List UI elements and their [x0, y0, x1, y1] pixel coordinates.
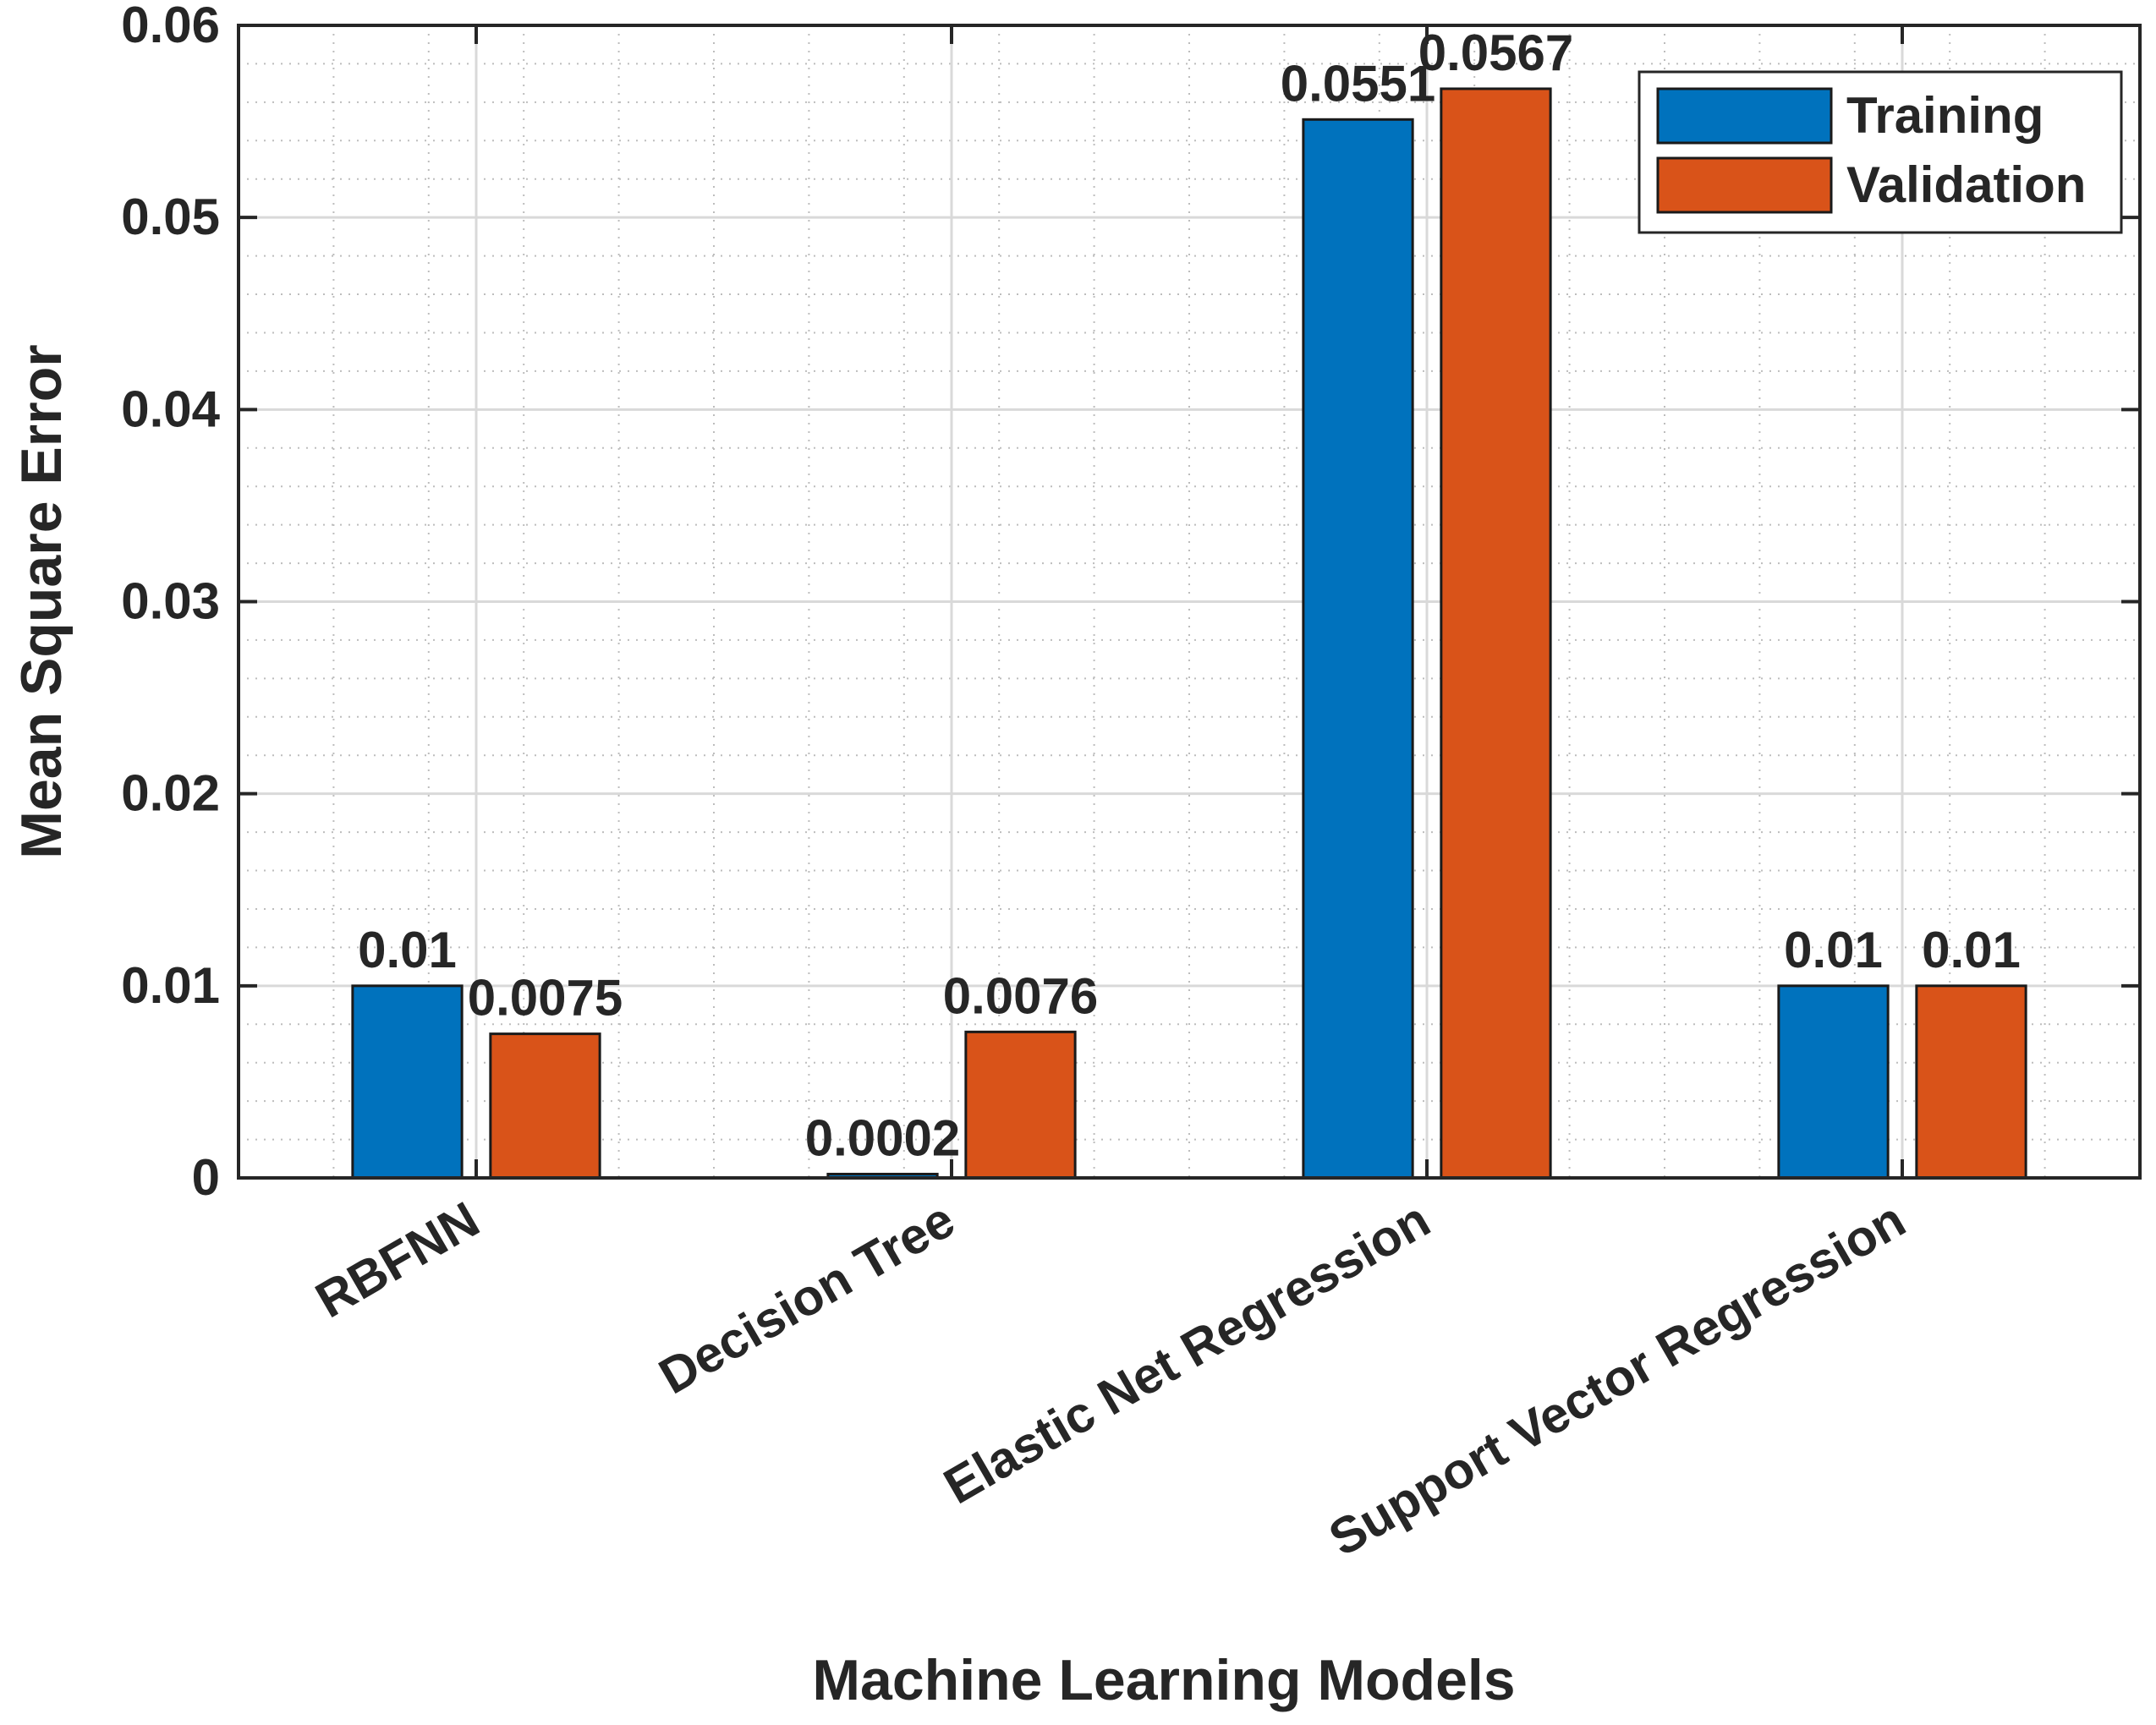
data-label-training-2: 0.0002 — [805, 1109, 961, 1166]
y-tick-label: 0 — [192, 1149, 220, 1206]
legend-swatch-validation — [1656, 156, 1833, 214]
y-axis-label: Mean Square Error — [9, 344, 74, 858]
data-label-validation-2: 0.0076 — [943, 967, 1099, 1024]
bar-validation-3 — [1440, 87, 1552, 1180]
data-label-validation-1: 0.0075 — [468, 970, 623, 1027]
y-tick-label: 0.02 — [121, 765, 220, 822]
bar-training-4 — [1777, 984, 1890, 1180]
data-label-training-3: 0.0551 — [1281, 55, 1436, 112]
y-tick-label: 0.03 — [121, 573, 220, 630]
y-tick-label: 0.05 — [121, 189, 220, 245]
legend-swatch-training — [1656, 87, 1833, 145]
data-label-validation-3: 0.0567 — [1418, 25, 1574, 81]
axis-ticks — [239, 24, 2140, 1180]
x-axis-label: Machine Learning Models — [812, 1648, 1515, 1712]
y-tick-label: 0.01 — [121, 957, 220, 1014]
bar-validation-1 — [489, 1032, 601, 1180]
y-tick-label: 0.06 — [121, 0, 220, 53]
bar-validation-4 — [1915, 984, 2027, 1180]
legend: Training Validation — [1638, 70, 2123, 234]
data-label-training-1: 0.01 — [358, 922, 457, 978]
bars — [351, 87, 2027, 1180]
bar-training-3 — [1302, 118, 1414, 1180]
data-label-validation-4: 0.01 — [1922, 922, 2021, 978]
legend-label-training: Training — [1846, 87, 2044, 144]
y-tick-labels: 0 0.01 0.02 0.03 0.04 0.05 0.06 — [121, 0, 220, 1206]
bar-training-1 — [351, 984, 464, 1180]
bar-validation-2 — [964, 1030, 1077, 1180]
y-tick-label: 0.04 — [121, 381, 220, 437]
data-label-training-4: 0.01 — [1784, 922, 1883, 978]
legend-label-validation: Validation — [1846, 156, 2086, 213]
